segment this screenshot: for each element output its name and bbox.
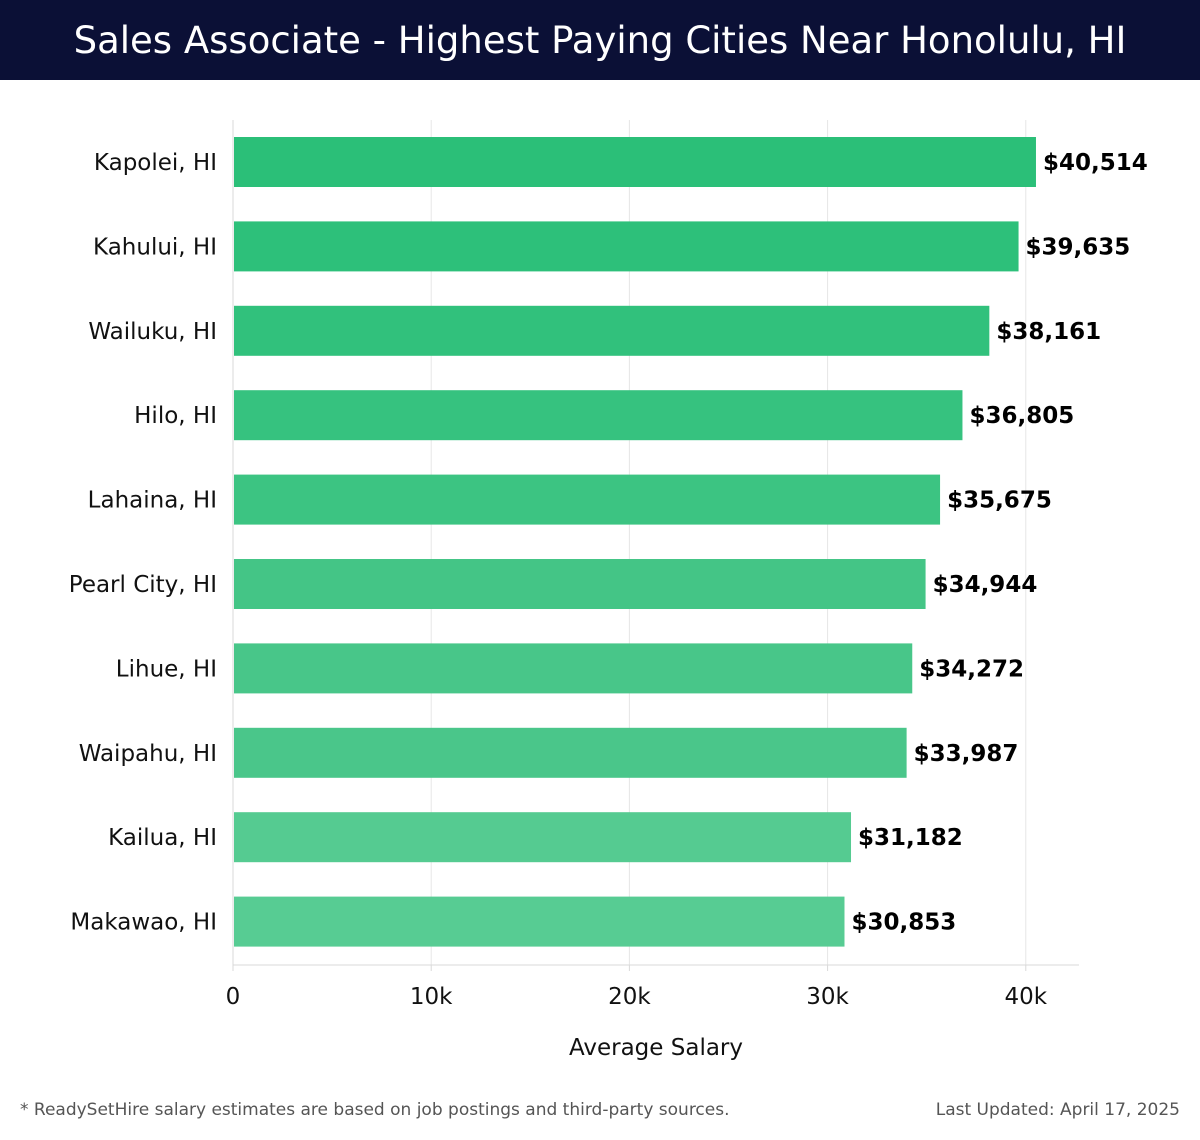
value-label: $34,944 xyxy=(933,572,1038,598)
category-label: Kailua, HI xyxy=(108,825,217,851)
bar xyxy=(234,896,845,947)
category-label: Kahului, HI xyxy=(93,234,217,260)
chart-title: Sales Associate - Highest Paying Cities … xyxy=(73,18,1127,62)
bar xyxy=(234,137,1036,187)
bar xyxy=(234,221,1019,272)
value-label: $39,635 xyxy=(1026,234,1131,260)
value-label: $35,675 xyxy=(947,488,1052,514)
value-label: $40,514 xyxy=(1043,150,1148,176)
bar xyxy=(234,559,926,609)
last-updated: Last Updated: April 17, 2025 xyxy=(935,1100,1180,1120)
bar-chart: Kapolei, HI $40,514 Kahului, HI $39,635 Wail… xyxy=(69,120,1148,1061)
category-label: Makawao, HI xyxy=(70,910,217,936)
value-label: $34,272 xyxy=(919,656,1024,682)
category-label: Wailuku, HI xyxy=(88,319,217,345)
value-label: $30,853 xyxy=(851,910,956,936)
bar xyxy=(234,305,990,356)
bar xyxy=(234,474,941,525)
bar xyxy=(234,812,852,863)
value-label: $33,987 xyxy=(914,741,1019,767)
value-label: $36,805 xyxy=(969,403,1074,429)
category-label: Hilo, HI xyxy=(134,403,217,429)
category-label: Lahaina, HI xyxy=(88,488,217,514)
value-label: $31,182 xyxy=(858,825,963,851)
category-label: Waipahu, HI xyxy=(79,741,217,767)
chart-header: Sales Associate - Highest Paying Cities … xyxy=(0,0,1200,80)
x-tick-label: 0 xyxy=(226,984,241,1010)
x-axis-title: Average Salary xyxy=(569,1035,743,1061)
x-tick-label: 10k xyxy=(410,984,453,1010)
x-tick-label: 40k xyxy=(1004,984,1047,1010)
bar xyxy=(234,727,907,778)
x-tick-label: 30k xyxy=(806,984,849,1010)
category-label: Pearl City, HI xyxy=(69,572,217,598)
category-label: Kapolei, HI xyxy=(94,150,217,176)
category-label: Lihue, HI xyxy=(116,656,217,682)
x-tick-label: 20k xyxy=(608,984,651,1010)
bar xyxy=(234,643,913,694)
bar xyxy=(234,390,963,441)
value-label: $38,161 xyxy=(996,319,1101,345)
footer-disclaimer: * ReadySetHire salary estimates are base… xyxy=(20,1100,730,1120)
